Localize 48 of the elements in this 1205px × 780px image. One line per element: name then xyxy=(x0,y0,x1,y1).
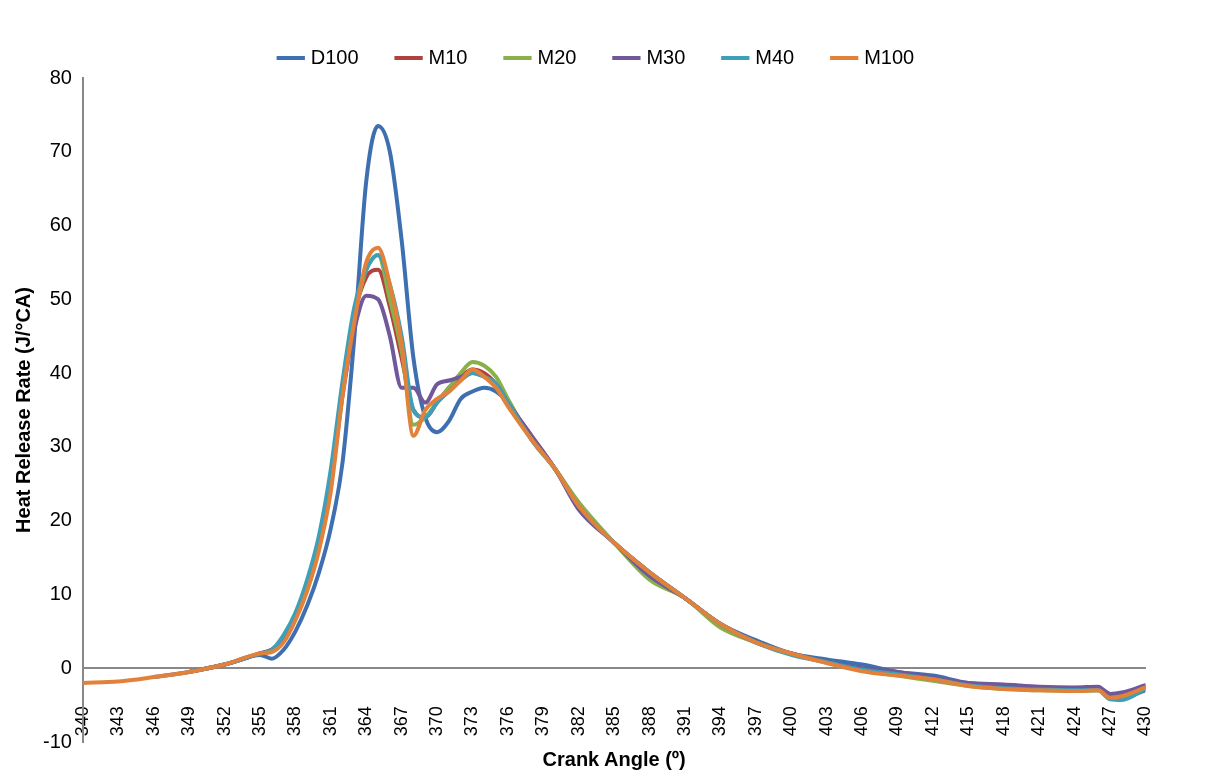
x-tick-label: 358 xyxy=(284,706,305,737)
x-tick-label: 343 xyxy=(107,706,128,737)
x-tick-label: 427 xyxy=(1098,706,1119,737)
y-tick-label: 30 xyxy=(49,434,72,457)
x-tick-label: 346 xyxy=(142,706,163,737)
legend-label: M10 xyxy=(428,45,468,68)
x-tick-label: 415 xyxy=(957,706,978,737)
y-tick-label: 10 xyxy=(49,581,72,604)
x-tick-label: 430 xyxy=(1134,706,1155,737)
x-tick-label: 388 xyxy=(638,706,659,737)
x-tick-label: 418 xyxy=(992,706,1013,737)
y-tick-label: 20 xyxy=(49,508,72,531)
x-tick-label: 403 xyxy=(815,706,836,737)
y-axis-title: Heat Release Rate (J/°CA) xyxy=(11,287,34,533)
y-tick-label: 60 xyxy=(49,213,72,236)
legend-label: M100 xyxy=(864,45,915,68)
x-tick-label: 376 xyxy=(496,706,517,737)
x-tick-label: 391 xyxy=(673,706,694,737)
x-tick-label: 400 xyxy=(780,706,801,737)
x-tick-label: 406 xyxy=(851,706,872,737)
x-tick-label: 382 xyxy=(567,706,588,737)
x-tick-label: 412 xyxy=(921,706,942,737)
x-axis-title: Crank Angle (º) xyxy=(542,747,686,770)
x-tick-label: 379 xyxy=(532,706,553,737)
x-tick-label: 370 xyxy=(426,706,447,737)
legend-label: D100 xyxy=(310,45,359,68)
legend-label: M30 xyxy=(646,45,686,68)
x-tick-label: 373 xyxy=(461,706,482,737)
legend-label: M20 xyxy=(537,45,577,68)
x-tick-label: 364 xyxy=(355,706,376,737)
x-tick-label: 394 xyxy=(709,706,730,737)
y-tick-label: 40 xyxy=(49,360,72,383)
y-tick-label: 70 xyxy=(49,139,72,162)
y-tick-label: 0 xyxy=(60,655,72,678)
y-tick-label: 50 xyxy=(49,286,72,309)
x-tick-label: 355 xyxy=(248,706,269,737)
x-tick-label: 409 xyxy=(886,706,907,737)
legend-label: M40 xyxy=(755,45,795,68)
x-tick-label: 421 xyxy=(1028,706,1049,737)
x-tick-label: 367 xyxy=(390,706,411,737)
x-tick-label: 385 xyxy=(603,706,624,737)
x-tick-label: 397 xyxy=(744,706,765,737)
x-tick-label: 352 xyxy=(213,706,234,737)
x-tick-label: 361 xyxy=(319,706,340,737)
x-tick-label: 349 xyxy=(178,706,199,737)
y-tick-label: -10 xyxy=(43,729,72,752)
x-tick-label: 424 xyxy=(1063,706,1084,737)
y-tick-label: 80 xyxy=(49,65,72,88)
